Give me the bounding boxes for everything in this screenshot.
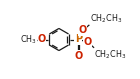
- Text: CH$_2$CH$_3$: CH$_2$CH$_3$: [90, 12, 122, 25]
- Text: O: O: [83, 37, 92, 47]
- Text: P: P: [75, 35, 82, 44]
- Text: O: O: [38, 35, 46, 44]
- Text: CH$_2$CH$_3$: CH$_2$CH$_3$: [94, 48, 127, 61]
- Text: O: O: [79, 25, 87, 35]
- Text: CH$_3$: CH$_3$: [20, 33, 37, 46]
- Text: O: O: [74, 51, 82, 61]
